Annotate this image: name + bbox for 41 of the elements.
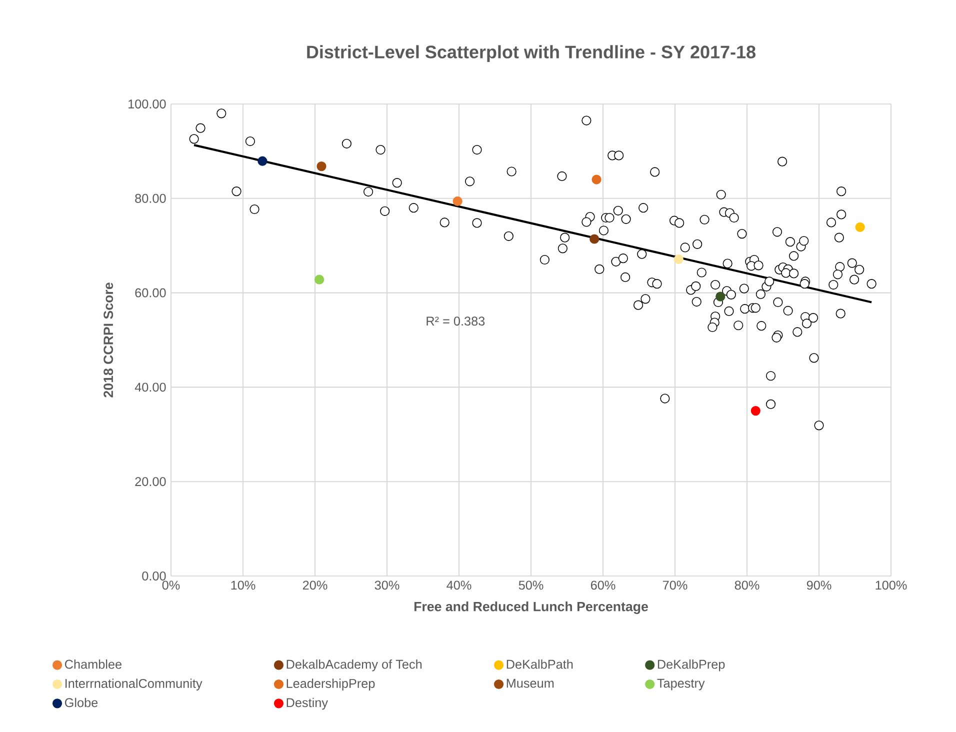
legend-label: Museum <box>506 678 554 688</box>
x-tick-label: 40% <box>446 580 472 590</box>
x-tick-label: 20% <box>302 580 328 590</box>
x-tick-label: 90% <box>806 580 832 590</box>
y-axis-title: 2018 CCRPI Score <box>104 282 114 398</box>
point <box>590 234 600 244</box>
annotation: R² = 0.383 <box>426 316 485 326</box>
y-tick-label: 80.00 <box>135 194 166 203</box>
legend-label: Tapestry <box>657 678 705 690</box>
legend-label: Chamblee <box>64 659 122 669</box>
y-tick-label: 100.00 <box>128 100 166 108</box>
point <box>258 156 268 166</box>
legend-label: LeadershipPrep <box>286 678 375 690</box>
point <box>314 274 324 284</box>
legend-label: InterrnationalCommunity <box>66 678 202 690</box>
x-tick-label: 30% <box>374 580 400 590</box>
point <box>674 254 684 264</box>
y-tick-label: 20.00 <box>135 477 166 486</box>
x-tick-label: 50% <box>518 580 544 590</box>
point <box>716 292 726 302</box>
y-tick-label: 0.00 <box>142 572 166 580</box>
legend-label: DeKalbPath <box>506 659 573 669</box>
point <box>855 222 865 232</box>
chart-title: District-Level Scatterplot with Trendline - SY 2017-18 <box>307 45 756 62</box>
y-tick-label: 60.00 <box>135 288 166 298</box>
x-tick-label: 0% <box>162 580 180 590</box>
x-tick-label: 60% <box>590 580 616 590</box>
point <box>452 196 462 206</box>
x-tick-label: 100% <box>876 580 907 590</box>
legend-label: DeKalbPrep <box>658 659 725 672</box>
point <box>592 174 602 184</box>
legend-label: Globe <box>64 698 98 708</box>
x-tick-label: 10% <box>231 580 256 590</box>
x-tick-label: 80% <box>734 580 760 590</box>
y-tick-label: 40.00 <box>134 382 166 392</box>
x-tick-label: 70% <box>662 580 688 590</box>
legend-label: Destiny <box>286 698 328 710</box>
point <box>316 162 326 172</box>
legend-label: DekalbAcademy of Tech <box>286 659 422 672</box>
x-axis-title: Free and Reduced Lunch Percentage <box>414 602 648 614</box>
point <box>750 406 760 416</box>
